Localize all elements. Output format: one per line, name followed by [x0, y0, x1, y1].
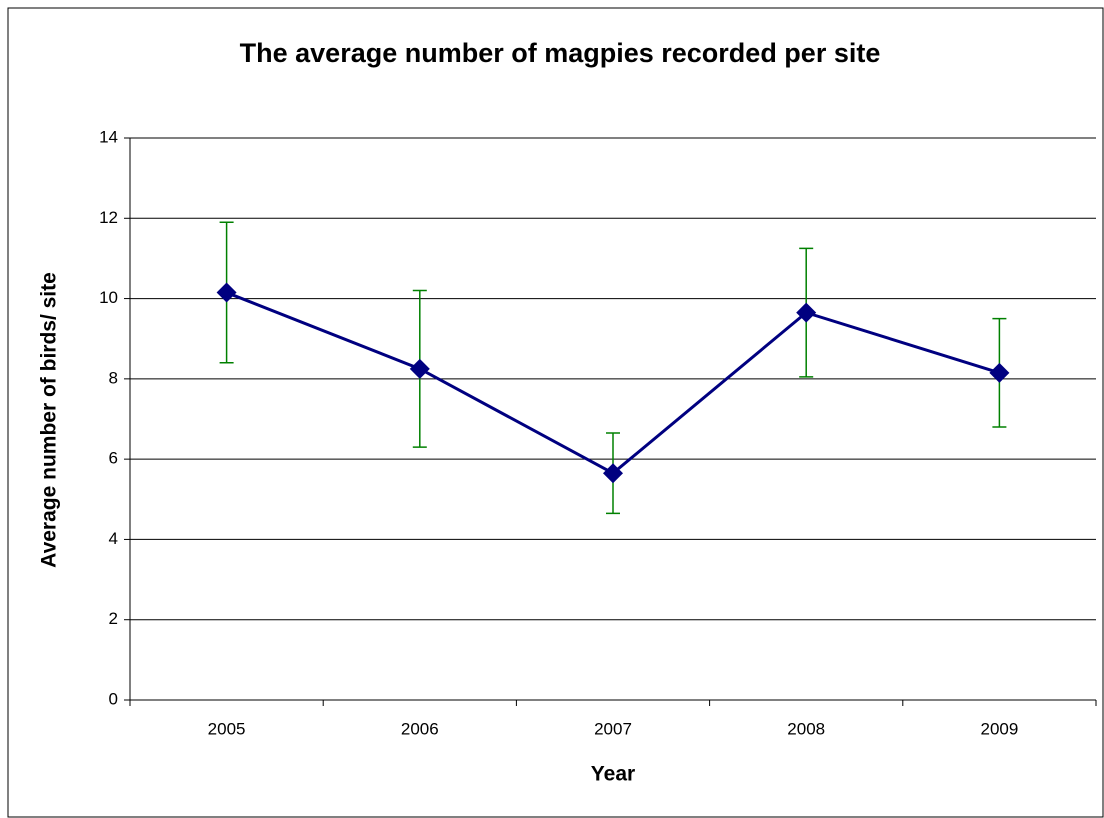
- x-tick-label: 2009: [980, 719, 1018, 738]
- chart-title: The average number of magpies recorded p…: [240, 38, 881, 68]
- x-tick-label: 2008: [787, 719, 825, 738]
- y-tick-label: 14: [99, 127, 118, 146]
- y-tick-label: 4: [109, 529, 118, 548]
- data-marker: [409, 358, 430, 379]
- y-tick-label: 6: [109, 449, 118, 468]
- y-tick-label: 8: [109, 368, 118, 387]
- y-axis-label: Average number of birds/ site: [38, 272, 61, 568]
- y-tick-label: 10: [99, 288, 118, 307]
- y-tick-label: 12: [99, 208, 118, 227]
- x-axis-label: Year: [591, 763, 635, 786]
- chart-frame: [7, 7, 1104, 818]
- data-marker: [216, 282, 237, 303]
- x-tick-label: 2005: [208, 719, 246, 738]
- data-marker: [603, 463, 623, 484]
- x-tick-label: 2006: [401, 719, 439, 738]
- y-tick-label: 0: [109, 689, 118, 708]
- x-tick-label: 2007: [594, 719, 632, 738]
- data-marker: [989, 362, 1010, 383]
- y-tick-label: 2: [109, 609, 118, 628]
- data-marker: [796, 302, 817, 323]
